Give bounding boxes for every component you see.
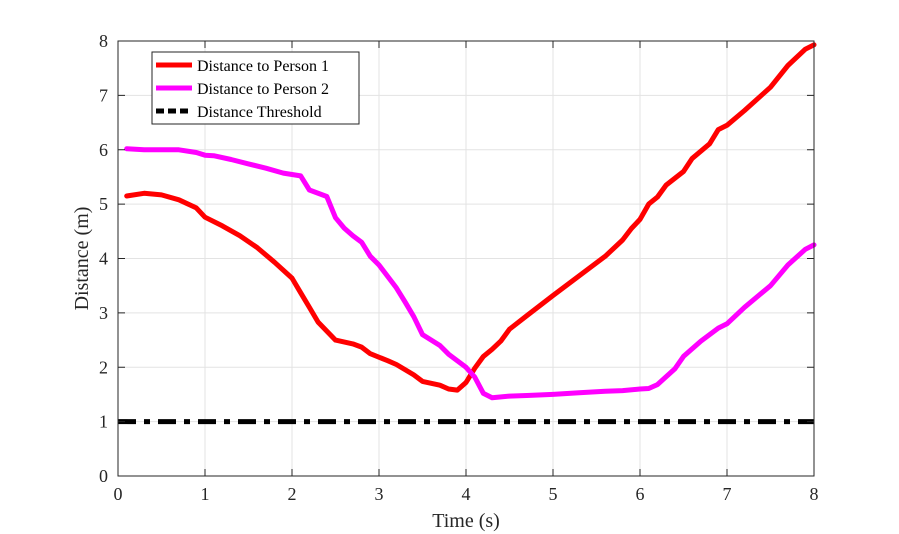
- y-tick-label: 7: [99, 85, 108, 105]
- legend-label-1: Distance to Person 1: [197, 58, 329, 75]
- y-tick-label: 5: [99, 194, 108, 214]
- y-axis-ticks: 0 1 2 3 4 5 6 7 8: [99, 31, 814, 486]
- series-line-2: [124, 146, 817, 401]
- series-layer: [118, 42, 817, 425]
- y-tick-label: 6: [99, 140, 108, 160]
- series-line-1: [124, 42, 817, 393]
- x-tick-label: 0: [114, 484, 123, 504]
- legend: Distance to Person 1 Distance to Person 2…: [151, 51, 360, 125]
- x-tick-label: 3: [375, 484, 384, 504]
- y-axis-label: Distance (m): [71, 207, 93, 311]
- y-tick-label: 4: [99, 249, 108, 269]
- x-axis-ticks: 0 1 2 3 4 5 6 7 8: [114, 41, 819, 504]
- x-tick-label: 8: [810, 484, 819, 504]
- legend-label-3: Distance Threshold: [197, 104, 322, 121]
- x-axis-label: Time (s): [432, 510, 500, 532]
- y-tick-label: 2: [99, 357, 108, 377]
- legend-label-2: Distance to Person 2: [197, 81, 329, 98]
- y-tick-label: 8: [99, 31, 108, 51]
- x-tick-label: 1: [201, 484, 210, 504]
- x-tick-label: 5: [549, 484, 558, 504]
- x-tick-label: 6: [636, 484, 645, 504]
- x-tick-label: 7: [723, 484, 732, 504]
- x-tick-label: 2: [288, 484, 297, 504]
- y-tick-label: 1: [99, 412, 108, 432]
- y-tick-label: 3: [99, 303, 108, 323]
- y-tick-label: 0: [99, 466, 108, 486]
- x-tick-label: 4: [462, 484, 471, 504]
